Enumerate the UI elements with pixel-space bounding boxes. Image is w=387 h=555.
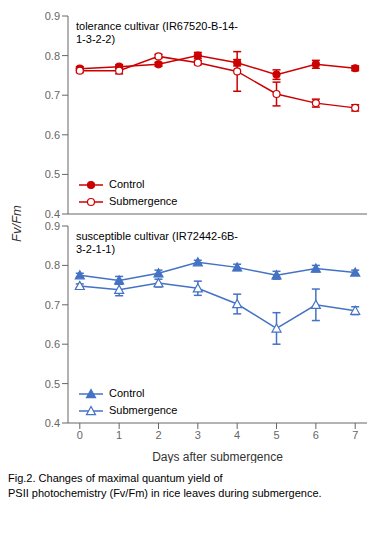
- svg-text:3: 3: [195, 429, 201, 441]
- svg-text:7: 7: [352, 429, 358, 441]
- html-text:tolerance cultivar (IR67520-B-: tolerance cultivar (IR67520-B-14- 1-3-2-…: [76, 20, 238, 45]
- html-text:PSII photochemistry (Fv/Fm) in: PSII photochemistry (Fv/Fm) in rice leav…: [8, 487, 322, 499]
- svg-text:4: 4: [234, 429, 240, 441]
- html-text:Fv/Fm: Fv/Fm: [8, 204, 24, 242]
- html-text:susceptible cultivar (IR72442-: susceptible cultivar (IR72442-6B- 3-2-1-…: [76, 230, 238, 255]
- html-text:Control: Control: [109, 387, 145, 399]
- svg-text:0.9: 0.9: [45, 220, 60, 232]
- svg-text:0.6: 0.6: [45, 129, 60, 141]
- svg-text:0.4: 0.4: [45, 417, 60, 429]
- html-text:Submergence: Submergence: [109, 404, 178, 416]
- svg-text:1: 1: [116, 429, 122, 441]
- svg-text:5: 5: [273, 429, 279, 441]
- svg-text:0.9: 0.9: [45, 10, 60, 22]
- svg-text:0: 0: [77, 429, 83, 441]
- html-text:Submergence: Submergence: [109, 195, 178, 207]
- svg-text:6: 6: [313, 429, 319, 441]
- html-text:Control: Control: [109, 178, 145, 190]
- svg-text:0.4: 0.4: [45, 208, 60, 218]
- svg-text:2: 2: [155, 429, 161, 441]
- html-text:Fig.2. Changes of maximal quan: Fig.2. Changes of maximal quantum yield …: [8, 472, 223, 484]
- svg-text:Days after submergence: Days after submergence: [152, 450, 283, 463]
- svg-text:0.6: 0.6: [45, 338, 60, 350]
- svg-text:0.7: 0.7: [45, 89, 60, 101]
- svg-text:0.8: 0.8: [45, 50, 60, 62]
- svg-text:0.5: 0.5: [45, 168, 60, 180]
- svg-text:0.5: 0.5: [45, 378, 60, 390]
- svg-text:0.8: 0.8: [45, 259, 60, 271]
- svg-text:0.7: 0.7: [45, 299, 60, 311]
